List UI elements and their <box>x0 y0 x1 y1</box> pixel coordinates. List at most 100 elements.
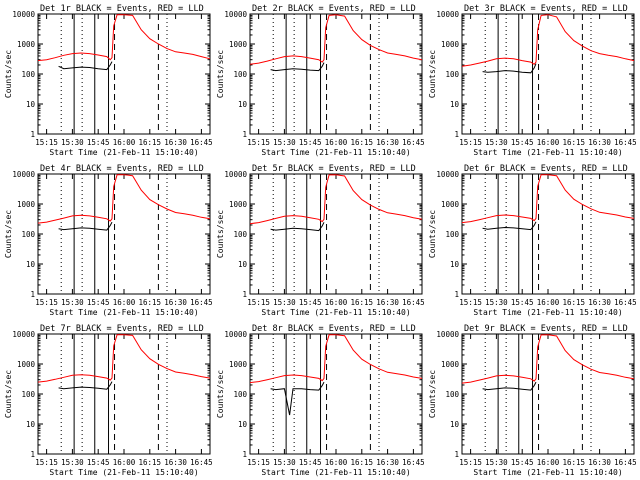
x-axis-label: Start Time (21-Feb-11 15:10:40) <box>473 468 622 477</box>
x-tick-label: 15:30 <box>61 138 84 147</box>
y-tick-label: 100 <box>233 70 247 79</box>
x-tick-label: 15:15 <box>35 298 58 307</box>
x-tick-label: 16:30 <box>376 298 399 307</box>
plot-panel-8: Det 8r BLACK = Events, RED = LLD 1 10 100 10… <box>216 324 425 477</box>
x-tick-label: 15:15 <box>247 458 270 467</box>
y-tick-label: 1000 <box>441 200 460 209</box>
x-tick-label: 16:15 <box>139 138 162 147</box>
y-tick-label: 10 <box>238 100 248 109</box>
plot-frame <box>461 333 635 455</box>
y-tick-label: 1000 <box>17 40 36 49</box>
plot-frame <box>37 13 211 135</box>
x-axis-label: Start Time (21-Feb-11 15:10:40) <box>261 468 410 477</box>
lld-series-line <box>461 334 635 384</box>
events-series-line <box>270 62 325 72</box>
y-tick-label: 10 <box>26 420 36 429</box>
x-tick-label: 15:45 <box>511 298 534 307</box>
y-tick-label: 10 <box>238 260 248 269</box>
y-tick-label: 100 <box>233 230 247 239</box>
panel-title: Det 7r BLACK = Events, RED = LLD <box>40 324 204 334</box>
y-tick-label: 10000 <box>12 10 35 19</box>
x-tick-label: 16:00 <box>537 138 560 147</box>
plot-frame <box>37 173 211 295</box>
x-tick-label: 15:30 <box>61 458 84 467</box>
x-tick-label: 16:30 <box>588 298 611 307</box>
panel-title: Det 3r BLACK = Events, RED = LLD <box>464 4 628 14</box>
x-tick-label: 16:00 <box>325 298 348 307</box>
x-axis-label: Start Time (21-Feb-11 15:10:40) <box>473 308 622 317</box>
y-tick-label: 1 <box>454 450 459 459</box>
x-tick-label: 16:15 <box>351 458 374 467</box>
y-tick-label: 1 <box>454 130 459 139</box>
panel-title: Det 1r BLACK = Events, RED = LLD <box>40 4 204 14</box>
x-axis-label: Start Time (21-Feb-11 15:10:40) <box>49 308 198 317</box>
y-tick-label: 1000 <box>229 200 248 209</box>
x-tick-label: 16:15 <box>563 458 586 467</box>
y-tick-label: 100 <box>21 230 35 239</box>
x-axis-label: Start Time (21-Feb-11 15:10:40) <box>473 148 622 157</box>
y-tick-label: 1 <box>30 290 35 299</box>
x-tick-label: 16:00 <box>113 298 136 307</box>
x-tick-label: 16:30 <box>164 138 187 147</box>
x-tick-label: 15:45 <box>511 138 534 147</box>
y-tick-label: 1000 <box>441 40 460 49</box>
lld-series-line <box>249 14 423 65</box>
panel-title: Det 4r BLACK = Events, RED = LLD <box>40 164 204 174</box>
x-tick-label: 15:45 <box>299 138 322 147</box>
y-tick-label: 1 <box>242 290 247 299</box>
x-tick-label: 16:00 <box>113 138 136 147</box>
x-tick-label: 16:00 <box>537 458 560 467</box>
x-tick-label: 16:45 <box>402 138 425 147</box>
x-tick-label: 16:30 <box>588 458 611 467</box>
events-series-line <box>58 221 113 231</box>
y-tick-label: 10000 <box>436 330 459 339</box>
x-tick-label: 16:00 <box>113 458 136 467</box>
y-tick-label: 10000 <box>12 330 35 339</box>
x-tick-label: 16:45 <box>190 298 213 307</box>
x-tick-label: 15:30 <box>273 298 296 307</box>
x-tick-label: 15:30 <box>485 458 508 467</box>
y-tick-label: 1 <box>242 450 247 459</box>
x-tick-label: 16:30 <box>376 138 399 147</box>
x-tick-label: 16:00 <box>325 138 348 147</box>
x-tick-label: 15:45 <box>511 458 534 467</box>
y-tick-label: 10000 <box>436 170 459 179</box>
events-series-line <box>58 61 113 71</box>
y-tick-label: 1 <box>454 290 459 299</box>
plot-panel-6: Det 6r BLACK = Events, RED = LLD 1 10 100 10… <box>428 164 637 317</box>
x-tick-label: 15:45 <box>87 138 110 147</box>
lld-series-line <box>249 174 423 225</box>
lld-series-line <box>37 174 211 224</box>
x-tick-label: 16:45 <box>614 458 637 467</box>
x-tick-label: 15:30 <box>485 138 508 147</box>
events-series-line <box>270 381 325 416</box>
y-tick-label: 10 <box>450 100 460 109</box>
x-tick-label: 16:15 <box>351 298 374 307</box>
plot-frame <box>461 13 635 135</box>
x-tick-label: 16:15 <box>563 298 586 307</box>
y-tick-label: 1 <box>30 130 35 139</box>
y-axis-label: Counts/sec <box>4 50 13 98</box>
panel-title: Det 2r BLACK = Events, RED = LLD <box>252 4 416 14</box>
events-series-line <box>482 221 537 231</box>
y-axis-label: Counts/sec <box>428 50 437 98</box>
plot-panel-1: Det 1r BLACK = Events, RED = LLD 1 10 100 10… <box>4 4 213 157</box>
x-tick-label: 15:30 <box>273 138 296 147</box>
lld-series-line <box>461 174 635 224</box>
panel-title: Det 9r BLACK = Events, RED = LLD <box>464 324 628 334</box>
y-tick-label: 10000 <box>12 170 35 179</box>
x-tick-label: 16:30 <box>588 138 611 147</box>
y-axis-label: Counts/sec <box>428 370 437 418</box>
x-axis-label: Start Time (21-Feb-11 15:10:40) <box>261 308 410 317</box>
x-tick-label: 15:30 <box>273 458 296 467</box>
y-tick-label: 100 <box>445 70 459 79</box>
lld-series-line <box>249 334 423 384</box>
plot-panel-4: Det 4r BLACK = Events, RED = LLD 1 10 100 10… <box>4 164 213 317</box>
panel-title: Det 8r BLACK = Events, RED = LLD <box>252 324 416 334</box>
y-tick-label: 10 <box>238 420 248 429</box>
events-series-line <box>58 381 113 390</box>
y-axis-label: Counts/sec <box>4 370 13 418</box>
lld-series-line <box>37 14 211 62</box>
plot-panel-5: Det 5r BLACK = Events, RED = LLD 1 10 100 10… <box>216 164 425 317</box>
